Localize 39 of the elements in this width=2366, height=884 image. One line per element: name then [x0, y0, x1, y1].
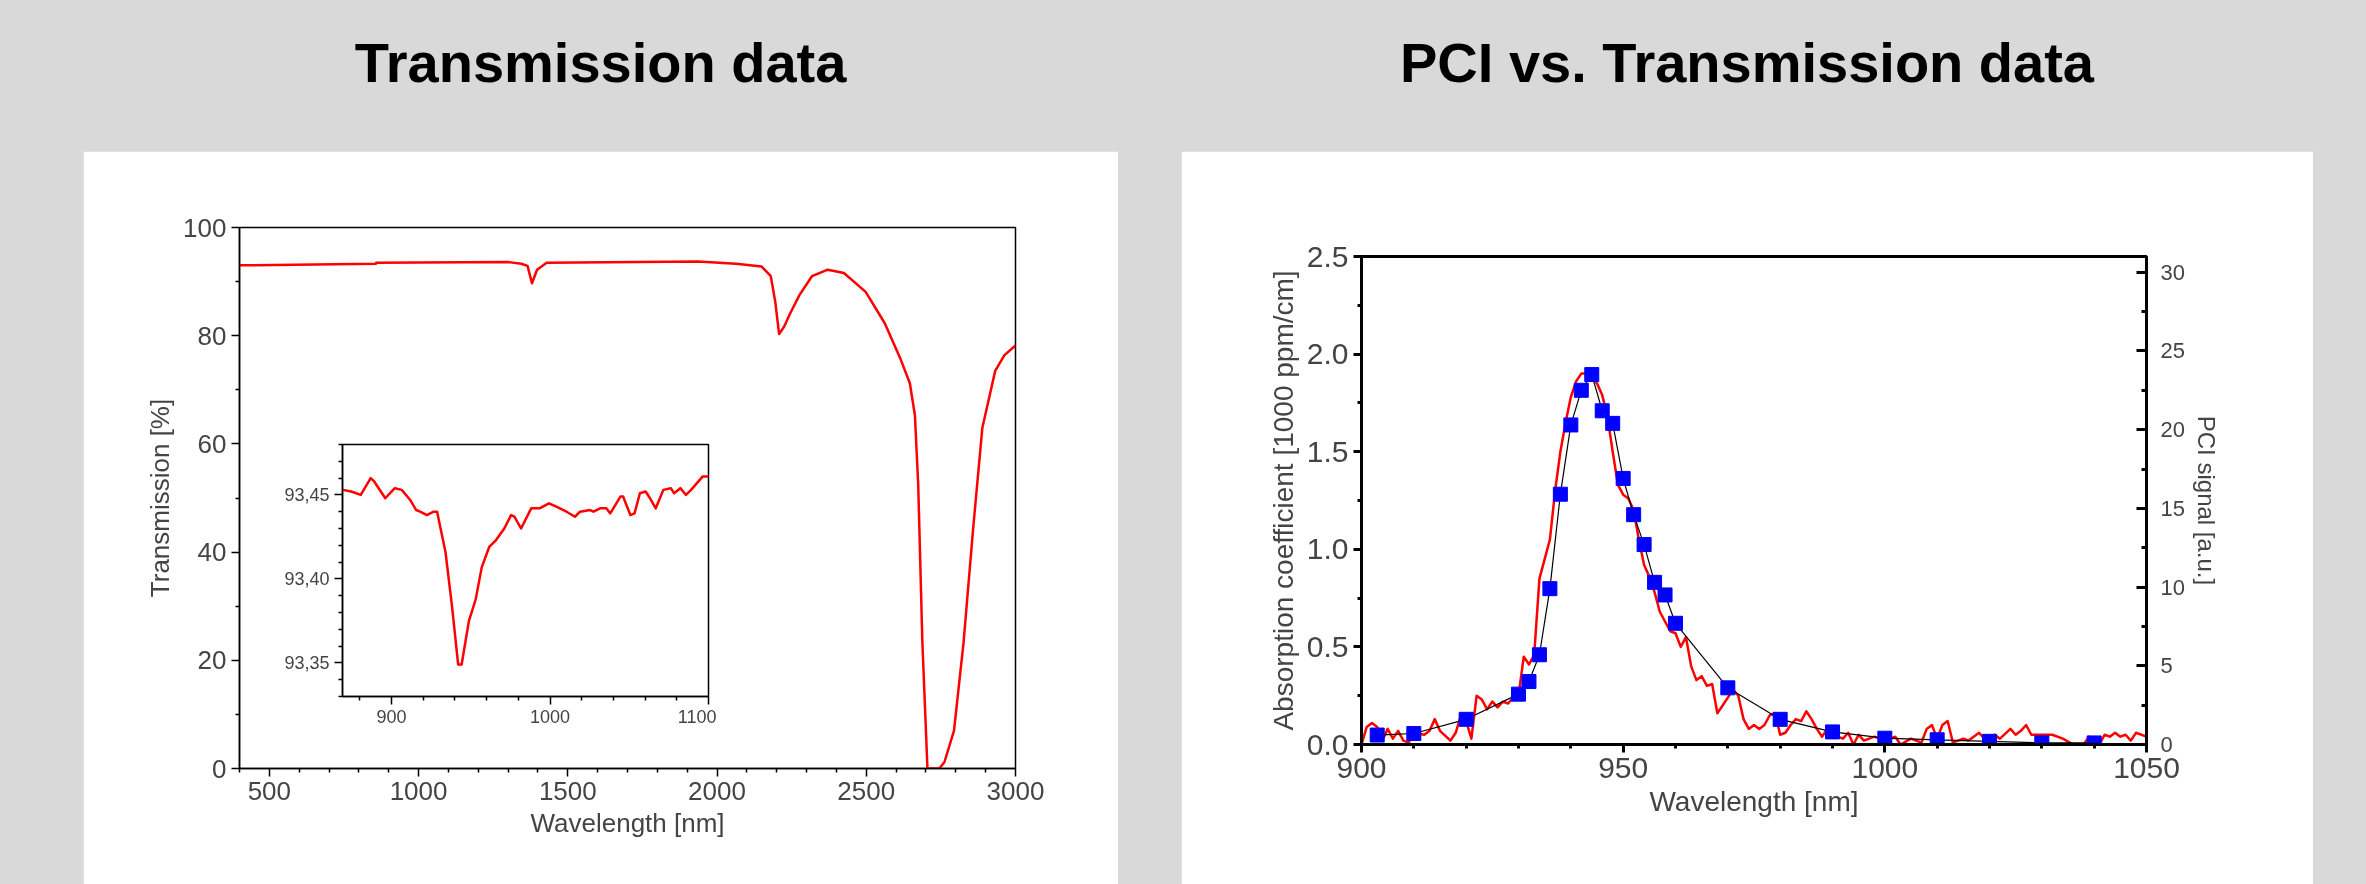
y-axis-title: Transmission [%]: [145, 398, 176, 598]
y2-tick-label: 10: [2160, 574, 2185, 600]
y-tick-label: 1.5: [1306, 434, 1349, 468]
y-tick-label: 2.5: [1306, 239, 1349, 273]
y-tick-label: 2.0: [1306, 337, 1349, 371]
y2-tick-label: 20: [2160, 417, 2185, 443]
y-tick-label: 20: [197, 645, 227, 676]
x-tick-label: 1500: [538, 775, 597, 806]
x-tick-label: 1100: [677, 706, 717, 727]
y2-tick-label: 30: [2160, 259, 2185, 285]
y-tick-label: 40: [197, 537, 227, 568]
y2-tick-label: 0: [2160, 732, 2173, 757]
x-tick-label: 2500: [837, 775, 896, 806]
chart-title: Transmission data: [353, 30, 848, 95]
x-tick-label: 1000: [530, 706, 571, 727]
x-tick-label: 900: [376, 706, 407, 727]
y2-tick-label: 5: [2160, 653, 2173, 679]
x-tick-label: 500: [247, 775, 292, 806]
x-tick-label: 1000: [1851, 750, 1919, 784]
x-tick-label: 2000: [688, 775, 746, 806]
y2-axis-title: PCI signal [a.u.]: [2192, 415, 2220, 586]
x-tick-label: 950: [1598, 750, 1649, 784]
y2-tick-label: 15: [2160, 495, 2185, 521]
y-tick-label: 0: [212, 753, 227, 784]
y-tick-label: 0.5: [1306, 629, 1349, 663]
y-tick-label: 80: [197, 320, 227, 351]
y-tick-label: 93,35: [284, 653, 330, 674]
y-axis-title: Absorption coefficient [1000 ppm/cm]: [1267, 270, 1299, 731]
x-axis-title: Wavelength [nm]: [530, 807, 725, 838]
x-axis-title: Wavelength [nm]: [1649, 785, 1859, 817]
x-tick-label: 3000: [986, 775, 1045, 806]
y-tick-label: 100: [183, 212, 227, 243]
x-tick-label: 1000: [389, 775, 448, 806]
y-tick-label: 93,45: [284, 485, 330, 506]
chart-title: PCI vs. Transmission data: [1398, 30, 2096, 95]
y-tick-label: 93,40: [284, 569, 330, 590]
y-tick-label: 60: [197, 428, 227, 459]
y-tick-label: 1.0: [1306, 532, 1349, 566]
y2-tick-label: 25: [2160, 338, 2185, 364]
